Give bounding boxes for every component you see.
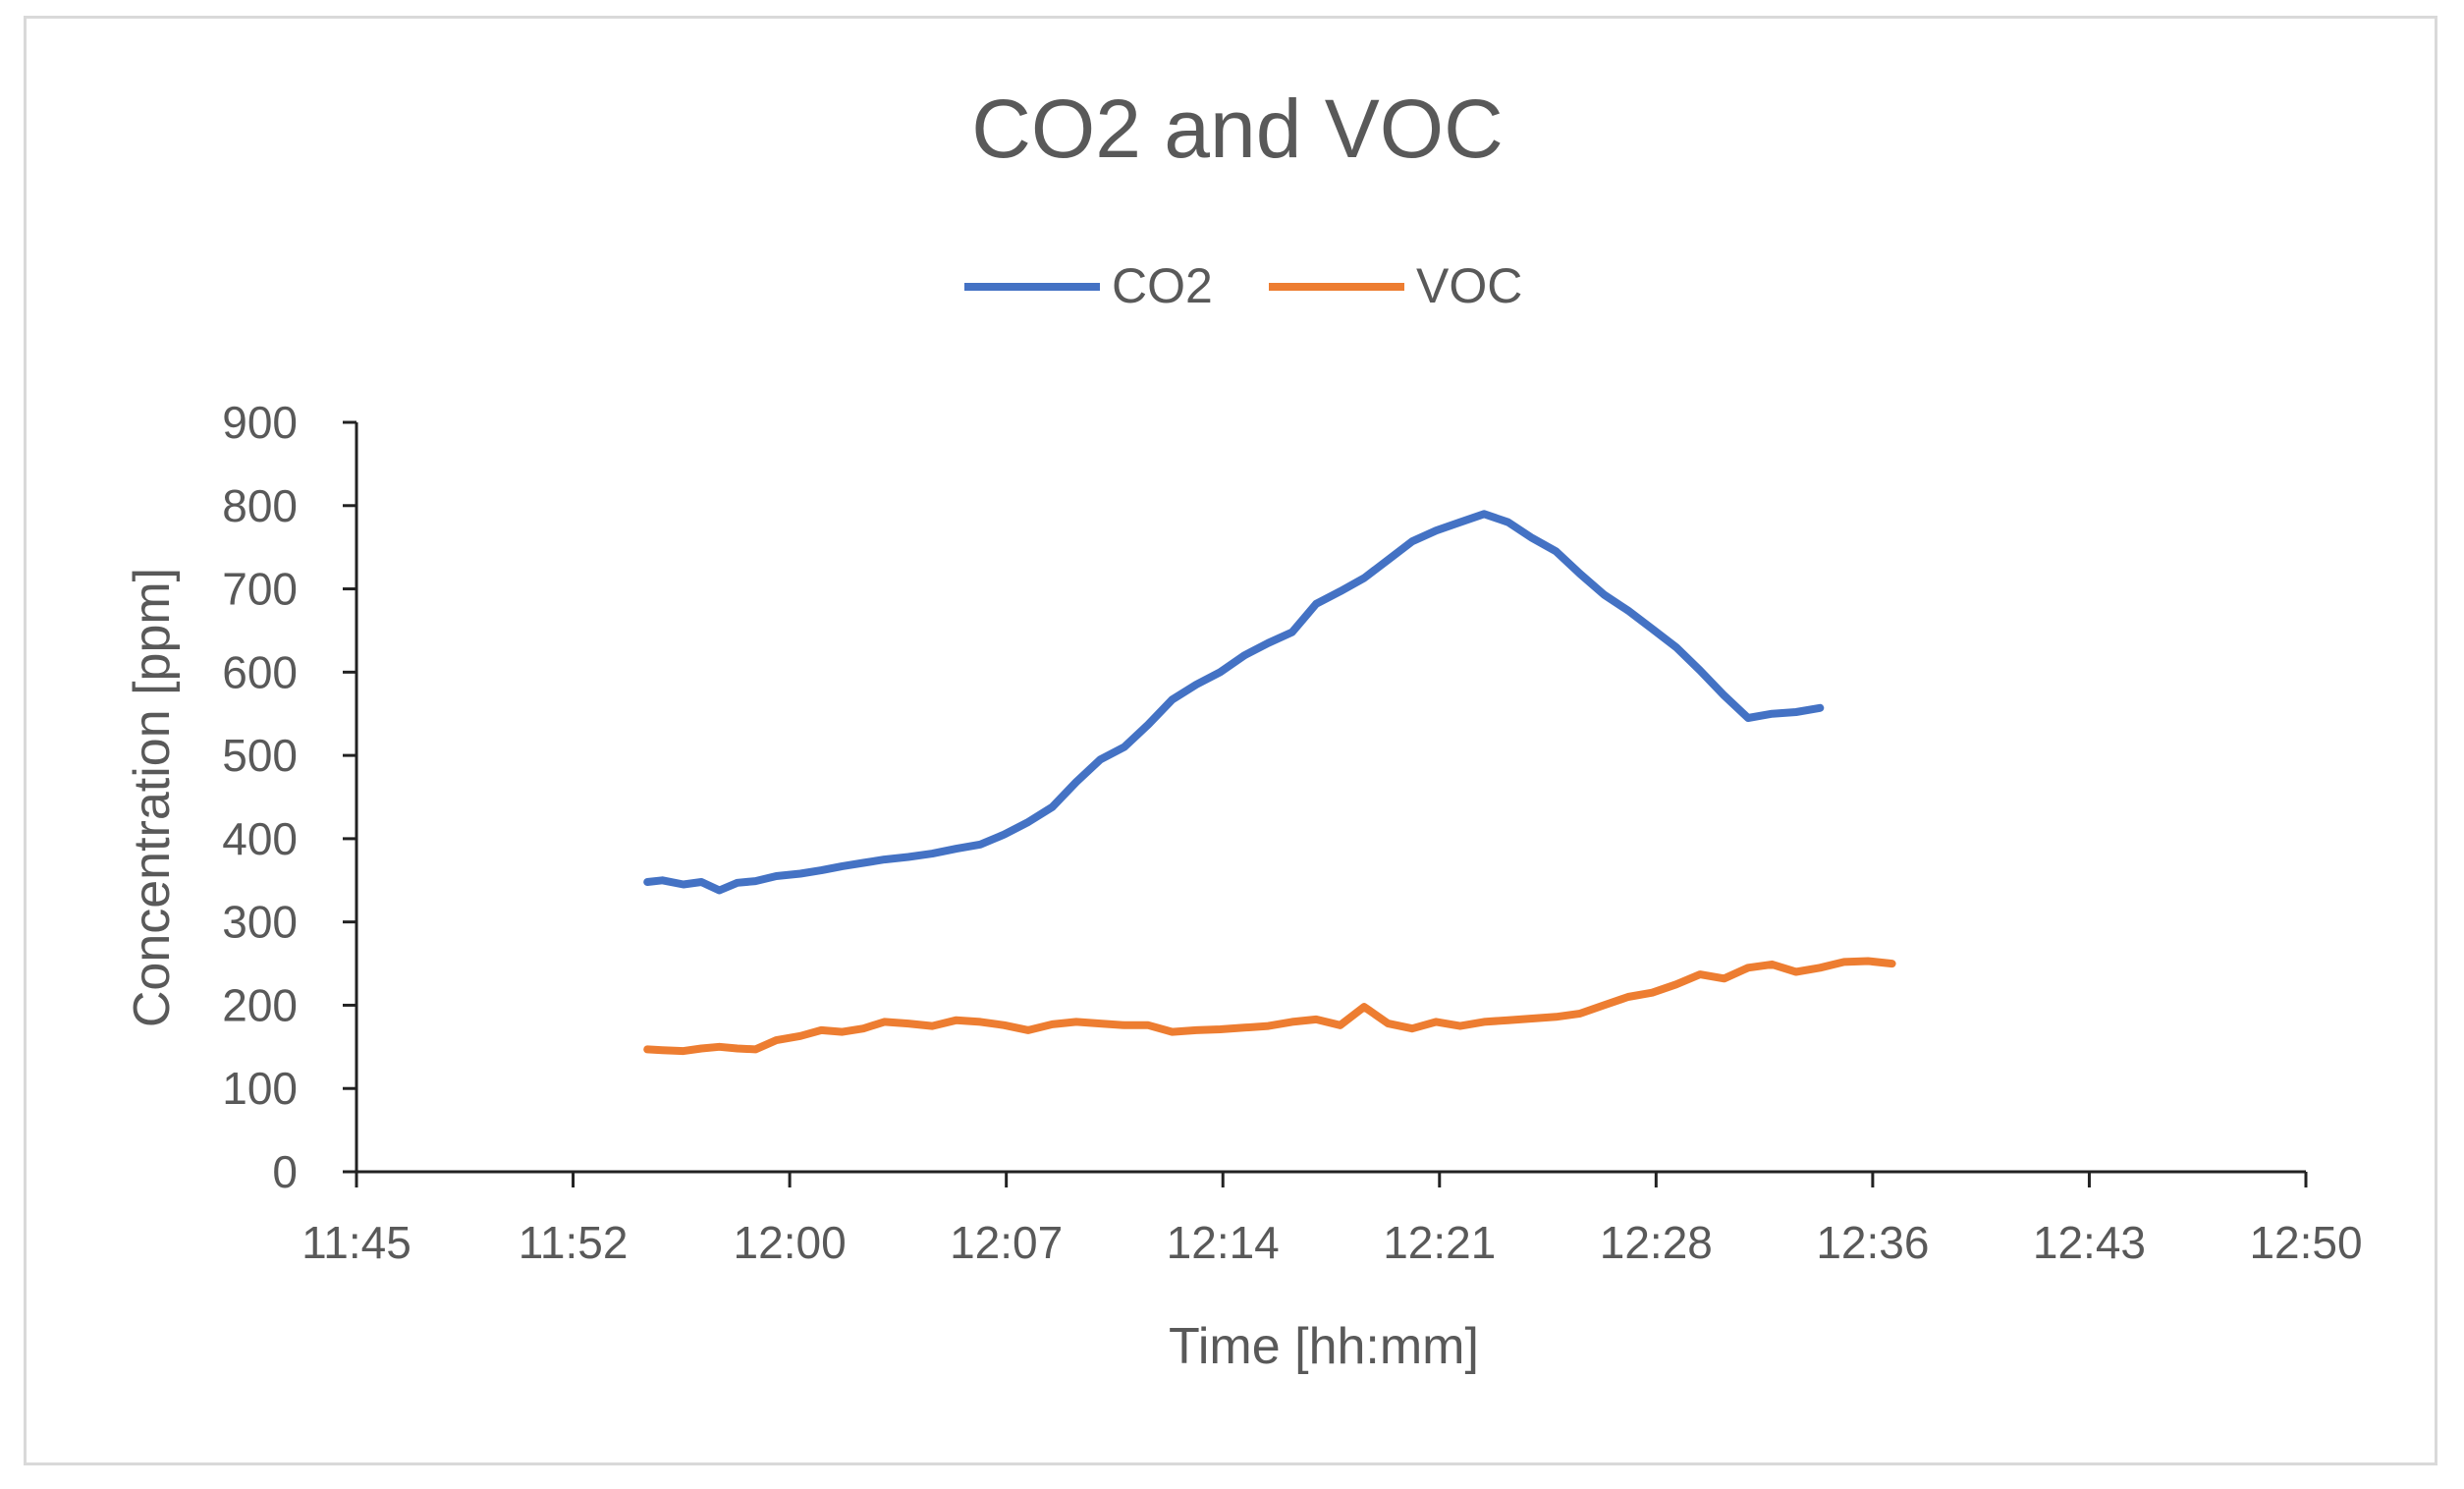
x-tick-label: 12:36 [1816, 1217, 1929, 1268]
y-tick-label: 700 [222, 564, 298, 615]
y-tick-label: 300 [222, 897, 298, 948]
x-tick-label: 12:07 [950, 1217, 1063, 1268]
legend-label-co2: CO2 [1112, 258, 1213, 313]
chart-title: CO2 and VOC [971, 83, 1504, 175]
legend: CO2 VOC [964, 258, 1522, 313]
x-tick-label: 12:21 [1383, 1217, 1496, 1268]
y-axis-title: Concentration [ppm] [124, 568, 181, 1027]
legend-label-voc: VOC [1416, 258, 1522, 313]
x-tick-label: 11:52 [519, 1217, 629, 1268]
y-tick-label: 100 [222, 1063, 298, 1114]
x-axis-title: Time [hh:mm] [1169, 1318, 1479, 1375]
x-tick-label: 12:43 [2033, 1217, 2146, 1268]
y-tick-label: 200 [222, 979, 298, 1030]
x-tick-label: 12:28 [1600, 1217, 1713, 1268]
y-tick-label: 800 [222, 480, 298, 531]
chart-frame [24, 16, 2437, 1465]
series-line-co2 [643, 510, 1825, 895]
y-tick-label: 600 [222, 646, 298, 697]
x-tick-label: 12:00 [734, 1217, 847, 1268]
x-tick-label: 12:14 [1167, 1217, 1280, 1268]
y-tick-label: 0 [272, 1146, 298, 1197]
series-line-voc [643, 957, 1896, 1056]
y-tick-label: 500 [222, 730, 298, 781]
x-tick-label: 12:50 [2249, 1217, 2362, 1268]
y-tick-label: 400 [222, 813, 298, 864]
series-group [643, 510, 1896, 1056]
axes: 0 100 200 300 400 500 600 700 800 900 11:45 11:52 12… [222, 397, 2362, 1268]
x-tick-label: 11:45 [301, 1217, 411, 1268]
y-tick-label: 900 [222, 397, 298, 448]
